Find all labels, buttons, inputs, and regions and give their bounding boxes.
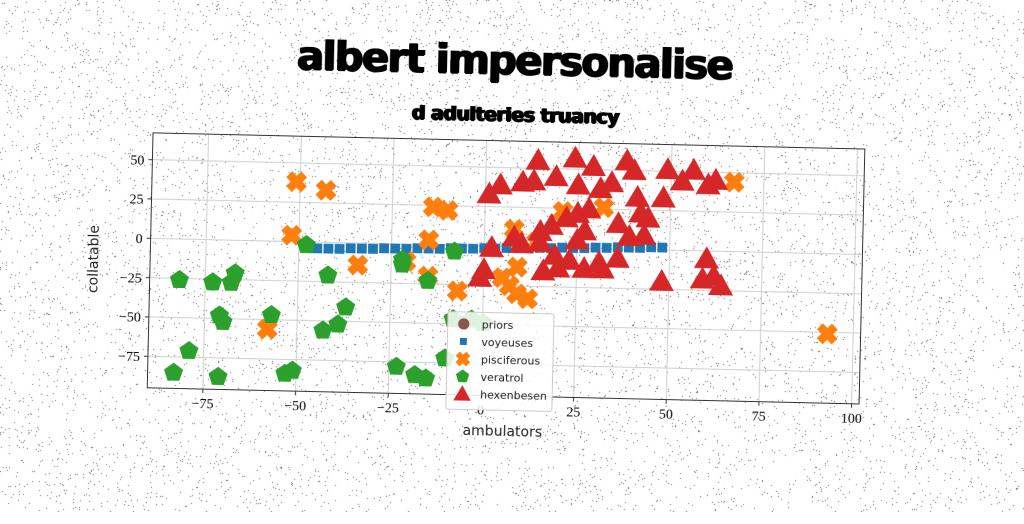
x-tick-label: 50 bbox=[659, 407, 673, 422]
data-point-pisciferous bbox=[260, 321, 275, 336]
data-point-voyeuses bbox=[390, 244, 400, 254]
x-tick-label: −50 bbox=[284, 399, 306, 414]
legend-marker-voyeuses bbox=[460, 338, 467, 345]
data-point-pisciferous bbox=[450, 283, 465, 298]
data-point-pisciferous bbox=[440, 203, 455, 218]
data-point-pisciferous bbox=[520, 291, 535, 306]
data-point-voyeuses bbox=[468, 244, 478, 254]
x-tick-label: −25 bbox=[377, 401, 399, 416]
data-point-hexenbesen bbox=[563, 145, 588, 167]
y-axis-label: collatable bbox=[85, 225, 103, 293]
data-point-veratrol bbox=[262, 305, 281, 324]
y-tick-label: −25 bbox=[120, 271, 142, 286]
legend-label-veratrol: veratrol bbox=[480, 371, 523, 385]
x-grid-line bbox=[666, 145, 672, 400]
y-tick-label: 50 bbox=[130, 153, 144, 168]
data-point-pisciferous bbox=[596, 200, 611, 215]
data-point-veratrol bbox=[225, 263, 244, 282]
data-point-hexenbesen bbox=[525, 148, 550, 170]
data-point-pisciferous bbox=[284, 228, 299, 243]
y-tick-label: −50 bbox=[119, 310, 141, 325]
legend-marker-pisciferous bbox=[458, 354, 469, 365]
legend-label-pisciferous: pisciferous bbox=[481, 353, 541, 367]
data-point-veratrol bbox=[318, 265, 337, 284]
x-grid-line bbox=[388, 138, 394, 393]
data-point-hexenbesen bbox=[655, 157, 680, 179]
y-tick-label: −75 bbox=[118, 350, 140, 365]
data-point-voyeuses bbox=[368, 244, 378, 254]
data-point-voyeuses bbox=[323, 244, 333, 254]
data-point-veratrol bbox=[336, 297, 356, 316]
x-grid-line bbox=[759, 147, 765, 402]
y-grid-line bbox=[152, 160, 864, 176]
data-point-pisciferous bbox=[289, 174, 304, 189]
data-point-pisciferous bbox=[510, 259, 525, 274]
data-point-hexenbesen bbox=[694, 246, 719, 268]
y-tick-label: 25 bbox=[129, 192, 143, 207]
data-point-voyeuses bbox=[335, 244, 345, 254]
legend-label-hexenbesen: hexenbesen bbox=[480, 388, 547, 403]
x-tick-label: 75 bbox=[751, 410, 765, 425]
x-tick-label: −75 bbox=[191, 397, 213, 412]
series-veratrol bbox=[164, 232, 494, 391]
data-point-voyeuses bbox=[657, 243, 667, 253]
x-grid-line bbox=[852, 149, 858, 404]
data-point-pisciferous bbox=[727, 175, 742, 190]
x-tick-label: 25 bbox=[566, 405, 580, 420]
data-point-pisciferous bbox=[318, 183, 333, 198]
legend-label-voyeuses: voyeuses bbox=[481, 336, 533, 350]
data-point-veratrol bbox=[179, 341, 198, 360]
legend-label-priors: priors bbox=[482, 318, 514, 332]
data-point-pisciferous bbox=[820, 326, 835, 341]
data-point-pisciferous bbox=[350, 257, 365, 272]
y-grid-line bbox=[152, 199, 864, 215]
data-point-voyeuses bbox=[357, 244, 367, 254]
data-point-pisciferous bbox=[421, 232, 436, 247]
data-point-veratrol bbox=[164, 362, 184, 380]
data-point-voyeuses bbox=[379, 243, 389, 253]
data-point-veratrol bbox=[208, 367, 228, 386]
x-tick-label: 100 bbox=[841, 412, 862, 427]
x-axis-label: ambulators bbox=[462, 423, 542, 441]
y-tick-label: 0 bbox=[135, 232, 142, 247]
x-grid-line bbox=[203, 134, 209, 389]
data-point-hexenbesen bbox=[649, 269, 674, 291]
data-point-voyeuses bbox=[346, 243, 356, 253]
legend: priors voyeuses pisciferous veratrol hexenbe… bbox=[446, 312, 554, 412]
data-point-pisciferous bbox=[426, 199, 441, 214]
data-point-veratrol bbox=[170, 270, 189, 289]
data-point-voyeuses bbox=[602, 243, 612, 253]
data-point-hexenbesen bbox=[625, 185, 650, 207]
